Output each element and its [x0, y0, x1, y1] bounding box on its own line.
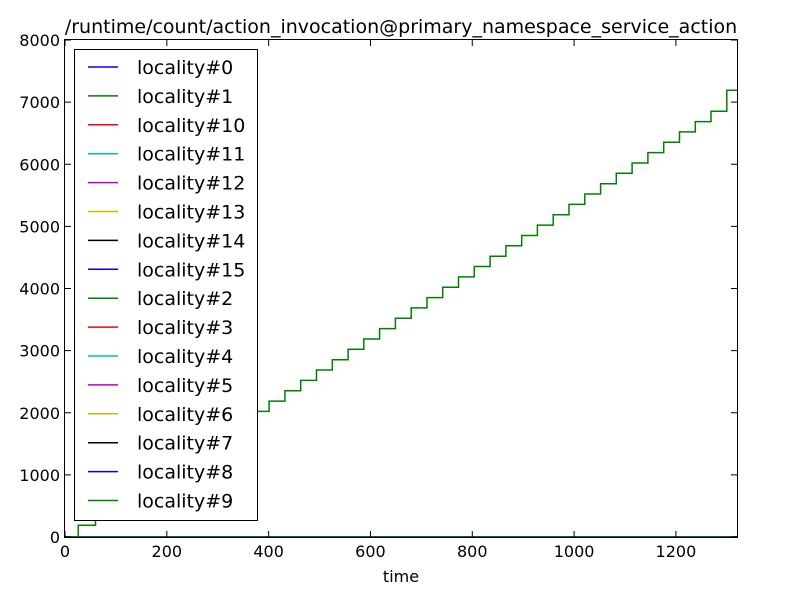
- y-tick-label: 1000: [19, 466, 60, 485]
- legend: locality#0 locality#1 locality#10 locality#…: [74, 49, 258, 521]
- chart-title: /runtime/count/action_invocation@primary…: [65, 16, 737, 38]
- legend-label: locality#7: [137, 433, 233, 455]
- x-tick-label: 600: [355, 542, 386, 561]
- legend-label: locality#14: [137, 230, 245, 252]
- legend-label: locality#4: [137, 346, 233, 368]
- legend-label: locality#9: [137, 491, 233, 513]
- legend-label: locality#15: [137, 259, 245, 281]
- legend-label: locality#1: [137, 86, 233, 108]
- y-tick-label: 6000: [19, 155, 60, 174]
- y-tick-label: 4000: [19, 280, 60, 299]
- legend-label: locality#5: [137, 375, 233, 397]
- legend-label: locality#3: [137, 317, 233, 339]
- legend-label: locality#11: [137, 144, 245, 166]
- y-tick-label: 7000: [19, 93, 60, 112]
- x-tick-label: 200: [152, 542, 183, 561]
- x-tick-label: 400: [253, 542, 284, 561]
- x-tick-label: 1000: [554, 542, 595, 561]
- x-tick-label: 800: [457, 542, 488, 561]
- x-axis-label: time: [383, 567, 419, 586]
- plot-frame: [64, 39, 738, 538]
- legend-label: locality#12: [137, 173, 245, 195]
- legend-label: locality#10: [137, 115, 245, 137]
- x-tick-label: 0: [60, 542, 70, 561]
- y-tick-label: 2000: [19, 404, 60, 423]
- y-tick-label: 5000: [19, 217, 60, 236]
- ticks-layer: 0 200 400 600 800 1000 1200 0 1000 2000 3000 4000 50…: [19, 31, 737, 561]
- legend-label: locality#2: [137, 288, 233, 310]
- legend-label: locality#6: [137, 404, 233, 426]
- legend-label: locality#8: [137, 462, 233, 484]
- legend-label: locality#13: [137, 202, 245, 224]
- y-tick-label: 8000: [19, 31, 60, 50]
- y-tick-label: 3000: [19, 342, 60, 361]
- legend-label: locality#0: [137, 57, 233, 79]
- x-tick-label: 1200: [656, 542, 697, 561]
- y-tick-label: 0: [50, 528, 60, 547]
